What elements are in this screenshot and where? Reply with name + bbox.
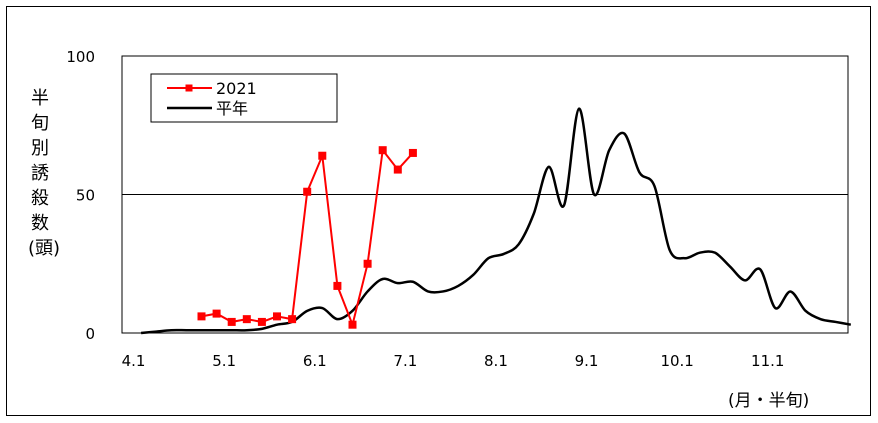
x-tick-label: 5.1: [212, 352, 236, 370]
x-tick-label: 11.1: [751, 352, 784, 370]
data-point-2021: [378, 146, 387, 155]
legend-label-heinen: 平年: [216, 99, 248, 118]
x-axis-label: (月・半旬): [728, 391, 810, 411]
x-tick-label: 9.1: [575, 352, 599, 370]
data-point-2021: [333, 281, 342, 290]
data-point-2021: [303, 187, 312, 196]
series-2021: [197, 146, 417, 329]
data-point-2021: [348, 320, 357, 329]
series-line-heinen: [140, 107, 852, 335]
chart-frame: [6, 6, 871, 416]
x-tick-label: 7.1: [393, 352, 417, 370]
y-tick-labels: 0 50 100: [66, 48, 95, 343]
data-point-2021: [318, 151, 327, 160]
data-point-2021: [212, 309, 221, 318]
x-tick-labels: 4.1 5.1 6.1 7.1 8.1 9.1 10.1 11.1: [122, 352, 785, 370]
legend-label-2021: 2021: [216, 79, 257, 98]
y-tick-label: 50: [76, 187, 95, 205]
legend-marker-2021: [185, 84, 193, 92]
y-tick-label: 100: [66, 48, 95, 66]
x-tick-label: 8.1: [484, 352, 508, 370]
x-tick-label: 6.1: [303, 352, 327, 370]
data-point-2021: [242, 315, 251, 324]
data-point-2021: [393, 165, 402, 174]
data-point-2021: [273, 312, 281, 321]
legend-box: [150, 73, 338, 123]
x-tick-label: 10.1: [660, 352, 693, 370]
y-axis-label: 半旬別誘殺数(頭): [28, 88, 61, 259]
data-point-2021: [227, 317, 236, 326]
x-tick-label: 4.1: [122, 352, 146, 370]
legend: 2021 平年: [150, 73, 338, 123]
data-point-2021: [288, 315, 297, 324]
series-heinen: [140, 107, 852, 335]
data-point-2021: [363, 259, 372, 268]
data-point-2021: [197, 312, 206, 321]
y-tick-label: 0: [85, 325, 95, 343]
data-point-2021: [408, 148, 417, 157]
data-point-2021: [257, 317, 266, 326]
